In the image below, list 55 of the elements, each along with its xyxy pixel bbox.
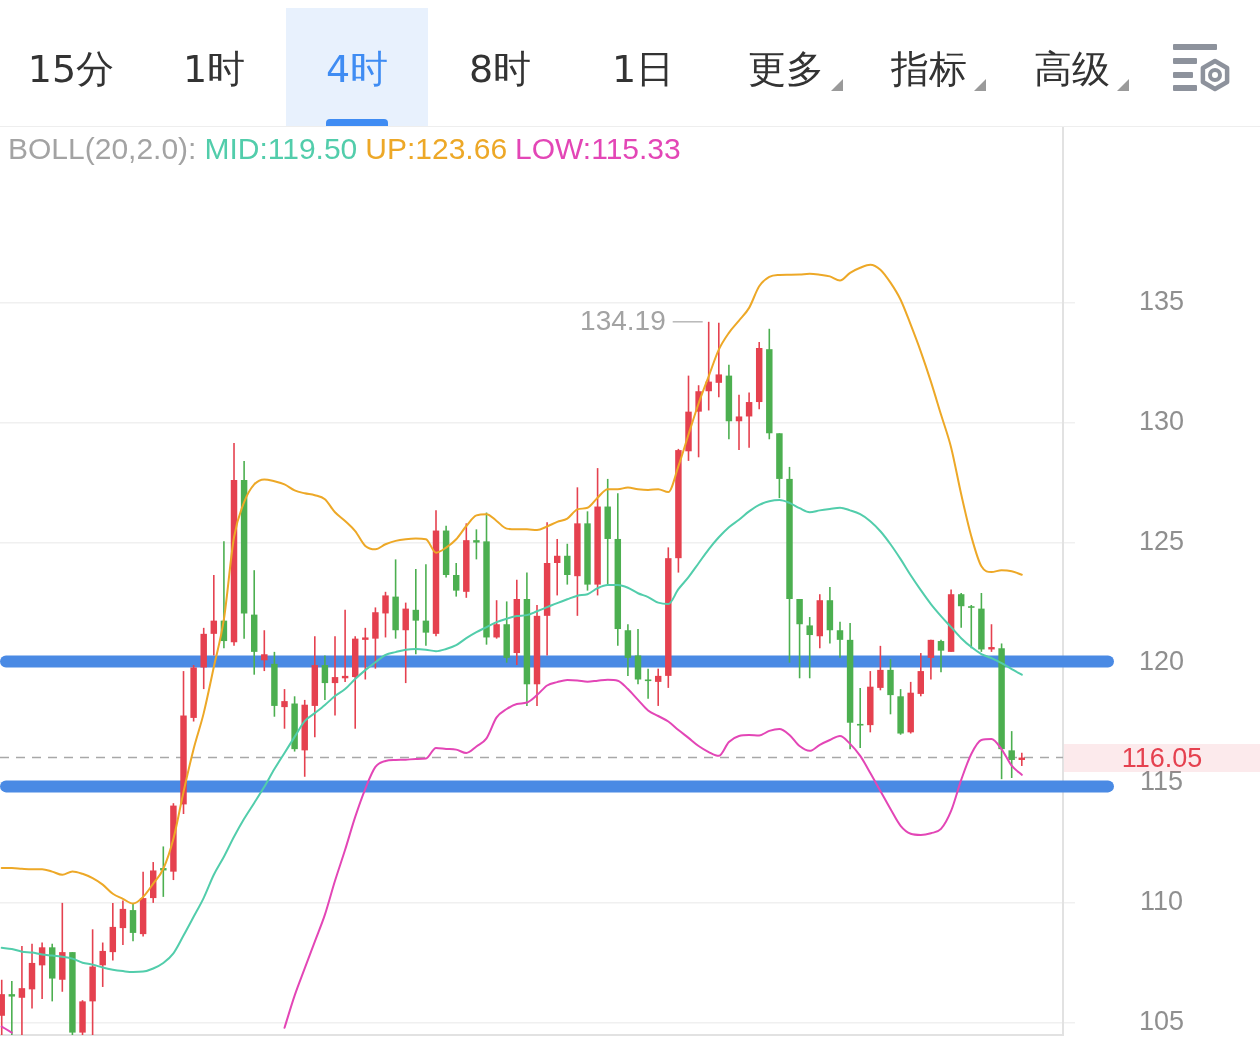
candlestick bbox=[331, 635, 339, 717]
candlestick bbox=[412, 568, 420, 656]
text: 8时 bbox=[468, 46, 532, 93]
candlestick bbox=[382, 591, 389, 639]
line-series bbox=[0, 263, 1023, 905]
y-tick-label: 130 bbox=[1138, 405, 1185, 436]
candlestick bbox=[422, 563, 430, 647]
candlestick bbox=[452, 562, 460, 598]
candlestick bbox=[937, 639, 945, 674]
text: 1时 bbox=[182, 46, 246, 93]
candlestick bbox=[564, 542, 571, 586]
candlestick bbox=[856, 687, 864, 749]
candlestick bbox=[654, 667, 662, 707]
candlestick bbox=[99, 941, 106, 988]
y-tick-label: 115 bbox=[1140, 766, 1184, 797]
legend-title: BOLL(20,2.0): bbox=[8, 132, 197, 165]
y-tick-label: 110 bbox=[1140, 886, 1184, 917]
text: 更多 bbox=[748, 46, 824, 93]
candlestick bbox=[1008, 730, 1015, 779]
candlestick bbox=[473, 528, 480, 561]
candlestick bbox=[735, 394, 743, 451]
candlestick bbox=[877, 645, 884, 692]
candlestick bbox=[362, 627, 369, 681]
candlestick bbox=[129, 903, 137, 943]
candlestick bbox=[644, 667, 652, 700]
candlestick bbox=[917, 652, 925, 698]
text: LOW:115.33 bbox=[515, 132, 681, 165]
text: 指标 bbox=[891, 46, 967, 93]
text: 15分 bbox=[27, 46, 115, 93]
candlestick bbox=[402, 601, 409, 684]
candlestick bbox=[18, 945, 26, 1035]
text: 高级 bbox=[1034, 46, 1110, 93]
candlestick bbox=[806, 616, 813, 680]
y-tick-label: 135 bbox=[1138, 285, 1185, 316]
y-tick-label: 125 bbox=[1138, 526, 1185, 557]
candlestick bbox=[927, 639, 935, 681]
candlestick bbox=[210, 574, 218, 657]
candlestick bbox=[836, 621, 844, 659]
candlestick bbox=[8, 980, 16, 1035]
y-tick-label: 105 bbox=[1138, 1006, 1185, 1037]
candlestick bbox=[493, 599, 500, 640]
candlestick bbox=[261, 629, 268, 672]
annotation: 134.19 bbox=[580, 304, 666, 336]
candlestick bbox=[957, 592, 965, 629]
candlestick bbox=[119, 899, 127, 946]
candlestick bbox=[745, 391, 753, 449]
text: 4时 bbox=[325, 46, 389, 93]
text: MID:119.50 bbox=[204, 132, 358, 165]
line-series bbox=[0, 499, 1023, 974]
text: UP:123.66 bbox=[365, 132, 508, 165]
y-tick-label: 120 bbox=[1138, 646, 1185, 677]
candlestick bbox=[281, 688, 288, 730]
text: 1日 bbox=[611, 46, 675, 93]
candlestick bbox=[321, 654, 329, 701]
candlestick bbox=[715, 321, 723, 399]
